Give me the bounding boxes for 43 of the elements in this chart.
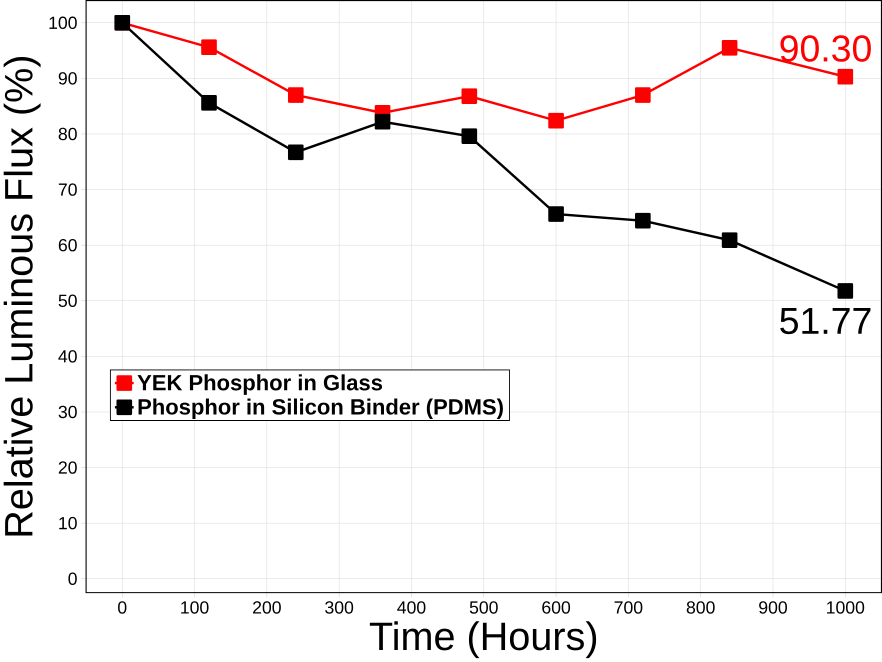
x-tick-label: 1000 [827,601,864,614]
point [635,212,651,229]
point [548,206,564,222]
x-tick-label: 300 [325,601,354,614]
point [288,144,304,160]
legend-label: Phosphor in Silicon Binder (PDMS) [138,398,503,420]
y-tick-label: 100 [49,16,77,30]
point [288,87,304,103]
annotation: 90.30 [780,35,871,62]
y-axis-title: Relative Luminous Flux (%) [4,57,41,536]
point [837,68,854,85]
x-tick-label: 700 [614,601,642,614]
x-tick-label: 200 [253,601,281,614]
y-tick-label: 30 [58,406,77,418]
point [462,88,478,104]
y-tick-label: 0 [68,572,77,586]
y-tick-label: 70 [58,183,77,196]
point [201,95,217,111]
x-tick-label: 900 [759,601,787,614]
x-tick-label: 100 [181,601,209,614]
point [201,40,217,56]
point [722,232,738,248]
x-tick-label: 500 [470,601,498,614]
point [462,128,478,144]
point [635,87,651,103]
y-tick-label: 60 [58,239,77,252]
y-tick-label: 50 [58,294,77,308]
y-tick-label: 80 [58,128,77,140]
x-axis-title: Time (Hours) [370,621,596,658]
x-tick-label: 800 [686,601,715,614]
y-tick-label: 20 [58,461,77,474]
point [722,40,738,56]
x-tick-label: 600 [542,601,570,614]
y-tick-label: 40 [58,350,77,363]
point [837,283,854,299]
y-tick-label: 10 [59,517,77,530]
legend-label: YEK Phosphor in Glass [137,374,382,395]
x-tick-label: 0 [118,601,126,614]
point [374,114,390,130]
y-tick-label: 90 [58,72,77,85]
point [548,112,564,129]
x-tick-label: 400 [397,601,426,614]
annotation: 51.77 [780,308,870,334]
